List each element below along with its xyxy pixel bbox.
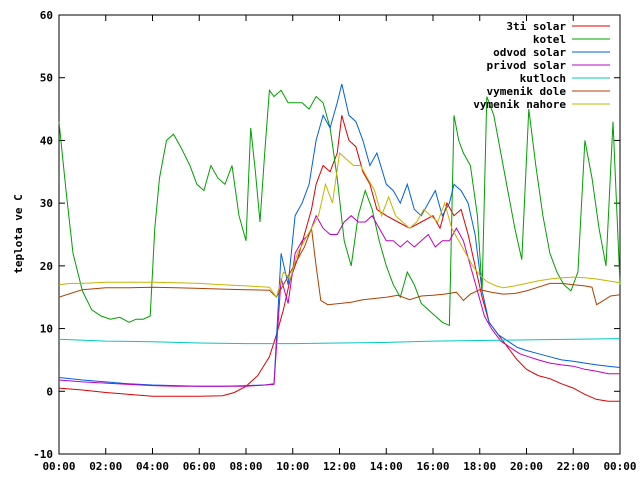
- x-tick-label: 10:00: [276, 460, 309, 473]
- x-tick-label: 14:00: [370, 460, 403, 473]
- legend-label: 3ti solar: [506, 20, 566, 33]
- x-tick-label: 02:00: [89, 460, 122, 473]
- x-tick-label: 08:00: [229, 460, 262, 473]
- series-line-kutloch: [58, 338, 621, 345]
- legend-label: odvod solar: [493, 46, 566, 59]
- y-tick-label: 40: [40, 134, 53, 147]
- series-line-privod-solar: [58, 214, 620, 387]
- y-tick-label: 10: [40, 323, 53, 336]
- x-tick-label: 18:00: [463, 460, 496, 473]
- x-tick-label: 00:00: [42, 460, 75, 473]
- series-line-vymenik-nahore: [58, 152, 621, 299]
- x-tick-label: 12:00: [323, 460, 356, 473]
- x-tick-label: 06:00: [183, 460, 216, 473]
- y-axis-label: teplota ve C: [12, 194, 25, 273]
- legend-label: kotel: [533, 33, 566, 46]
- legend-label: vymenik dole: [487, 85, 567, 98]
- y-tick-label: 30: [40, 197, 53, 210]
- y-tick-label: 0: [46, 385, 53, 398]
- legend-label: vymenik nahore: [473, 98, 566, 111]
- y-tick-label: 20: [40, 260, 53, 273]
- x-tick-label: 16:00: [416, 460, 449, 473]
- x-tick-label: 22:00: [557, 460, 590, 473]
- series-lines: [58, 83, 621, 402]
- x-tick-label: 04:00: [136, 460, 169, 473]
- series-line-3ti-solar: [58, 115, 620, 402]
- x-axis-ticks: 00:00 02:00 04:00 06:00 08:00 10:00 12:00 14:00…: [42, 15, 637, 473]
- legend-label: privod solar: [487, 59, 567, 72]
- y-tick-label: 50: [40, 72, 53, 85]
- series-line-odvod-solar: [58, 83, 621, 387]
- y-tick-label: 60: [40, 9, 53, 22]
- x-tick-label: 00:00: [603, 460, 636, 473]
- legend-label: kutloch: [520, 72, 566, 85]
- series-line-vymenik-dole: [58, 228, 621, 306]
- y-tick-label: -10: [33, 448, 53, 461]
- y-axis-ticks: -10 0 10 20 30 40 50 60: [33, 9, 620, 461]
- series-line-kotel: [58, 88, 621, 327]
- x-tick-label: 20:00: [510, 460, 543, 473]
